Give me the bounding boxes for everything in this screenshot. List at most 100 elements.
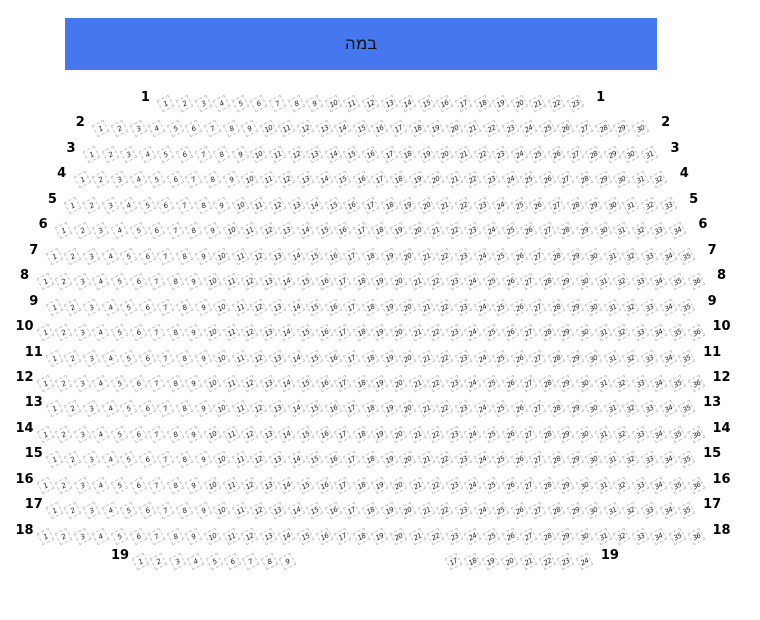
seat[interactable]: 24	[482, 221, 501, 240]
seat[interactable]: 25	[482, 425, 501, 444]
seat[interactable]: 10	[212, 451, 231, 469]
seat[interactable]: 21	[417, 247, 436, 265]
seat[interactable]: 27	[557, 171, 575, 189]
seat[interactable]: 5	[110, 323, 129, 342]
seat[interactable]: 29	[594, 171, 612, 189]
seat[interactable]: 6	[138, 298, 157, 316]
seat[interactable]: 4	[147, 120, 166, 138]
seat[interactable]: 8	[222, 120, 240, 138]
seat[interactable]: 20	[389, 374, 408, 393]
seat[interactable]: 22	[426, 476, 445, 495]
seat[interactable]: 33	[640, 501, 659, 520]
seat[interactable]: 16	[324, 501, 343, 520]
seat[interactable]: 3	[168, 552, 187, 571]
seat[interactable]: 26	[519, 221, 538, 240]
seat[interactable]: 4	[92, 476, 110, 495]
seat[interactable]: 32	[612, 476, 631, 495]
seat[interactable]: 7	[185, 171, 203, 189]
seat[interactable]: 1	[36, 527, 54, 545]
seat[interactable]: 18	[361, 451, 380, 469]
seat[interactable]: 30	[584, 349, 603, 367]
seat[interactable]: 13	[268, 400, 287, 418]
seat[interactable]: 20	[398, 298, 417, 316]
seat[interactable]: 6	[223, 552, 242, 571]
seat[interactable]: 15	[296, 374, 315, 393]
seat[interactable]: 10	[250, 145, 268, 164]
seat[interactable]: 11	[250, 196, 268, 215]
seat[interactable]: 25	[501, 221, 519, 240]
seat[interactable]: 15	[296, 425, 315, 444]
seat[interactable]: 6	[129, 323, 147, 342]
seat[interactable]: 8	[166, 272, 184, 291]
seat[interactable]: 28	[566, 196, 584, 215]
seat[interactable]: 26	[501, 323, 519, 342]
seat[interactable]: 28	[547, 298, 566, 316]
seat[interactable]: 17	[343, 298, 361, 316]
seat[interactable]: 13	[268, 298, 287, 316]
seat[interactable]: 13	[296, 171, 315, 189]
seat[interactable]: 2	[64, 349, 82, 367]
seat[interactable]: 20	[500, 552, 519, 571]
seat[interactable]: 12	[361, 94, 380, 113]
seat[interactable]: 5	[119, 501, 138, 520]
seat[interactable]: 20	[436, 145, 454, 164]
seat[interactable]: 12	[250, 349, 268, 367]
seat[interactable]: 30	[584, 298, 603, 316]
seat[interactable]: 26	[501, 374, 519, 393]
seat[interactable]: 30	[612, 171, 631, 189]
seat[interactable]: 1	[54, 221, 73, 240]
seat[interactable]: 28	[547, 501, 566, 520]
seat[interactable]: 5	[231, 94, 250, 113]
seat[interactable]: 31	[622, 196, 640, 215]
seat[interactable]: 15	[333, 171, 352, 189]
seat[interactable]: 6	[129, 374, 147, 393]
seat[interactable]: 36	[687, 374, 705, 393]
seat[interactable]: 24	[473, 451, 491, 469]
seat[interactable]: 3	[73, 476, 91, 495]
seat[interactable]: 27	[519, 527, 538, 545]
seat[interactable]: 32	[612, 425, 631, 444]
seat[interactable]: 24	[464, 476, 482, 495]
seat[interactable]: 23	[445, 323, 463, 342]
seat[interactable]: 5	[147, 171, 166, 189]
seat[interactable]: 22	[426, 425, 445, 444]
seat[interactable]: 2	[54, 323, 73, 342]
seat[interactable]: 11	[278, 120, 296, 138]
seat[interactable]: 21	[529, 94, 547, 113]
seat[interactable]: 1	[45, 451, 64, 469]
seat[interactable]: 4	[101, 451, 119, 469]
seat[interactable]: 12	[296, 120, 315, 138]
seat[interactable]: 17	[333, 323, 352, 342]
seat[interactable]: 25	[510, 196, 529, 215]
seat[interactable]: 33	[640, 400, 659, 418]
seat[interactable]: 32	[622, 247, 640, 265]
seat[interactable]: 14	[287, 298, 305, 316]
seat[interactable]: 13	[268, 501, 287, 520]
seat[interactable]: 34	[650, 374, 668, 393]
seat[interactable]: 2	[73, 221, 91, 240]
seat[interactable]: 34	[659, 349, 677, 367]
seat[interactable]: 7	[147, 527, 166, 545]
seat[interactable]: 18	[361, 349, 380, 367]
seat[interactable]: 19	[380, 451, 398, 469]
seat[interactable]: 35	[668, 527, 687, 545]
seat[interactable]: 16	[343, 196, 361, 215]
seat[interactable]: 32	[622, 349, 640, 367]
seat[interactable]: 23	[501, 120, 519, 138]
seat[interactable]: 10	[259, 120, 277, 138]
seat[interactable]: 28	[538, 374, 556, 393]
seat[interactable]: 26	[538, 171, 556, 189]
seat[interactable]: 10	[203, 425, 222, 444]
seat[interactable]: 23	[566, 94, 584, 113]
seat[interactable]: 4	[92, 527, 110, 545]
seat[interactable]: 18	[380, 196, 398, 215]
seat[interactable]: 16	[315, 323, 333, 342]
seat[interactable]: 16	[324, 400, 343, 418]
seat[interactable]: 14	[296, 221, 315, 240]
seat[interactable]: 2	[82, 196, 101, 215]
seat[interactable]: 12	[240, 323, 259, 342]
seat[interactable]: 20	[398, 349, 417, 367]
seat[interactable]: 21	[426, 221, 445, 240]
seat[interactable]: 28	[538, 425, 556, 444]
seat[interactable]: 22	[547, 94, 566, 113]
